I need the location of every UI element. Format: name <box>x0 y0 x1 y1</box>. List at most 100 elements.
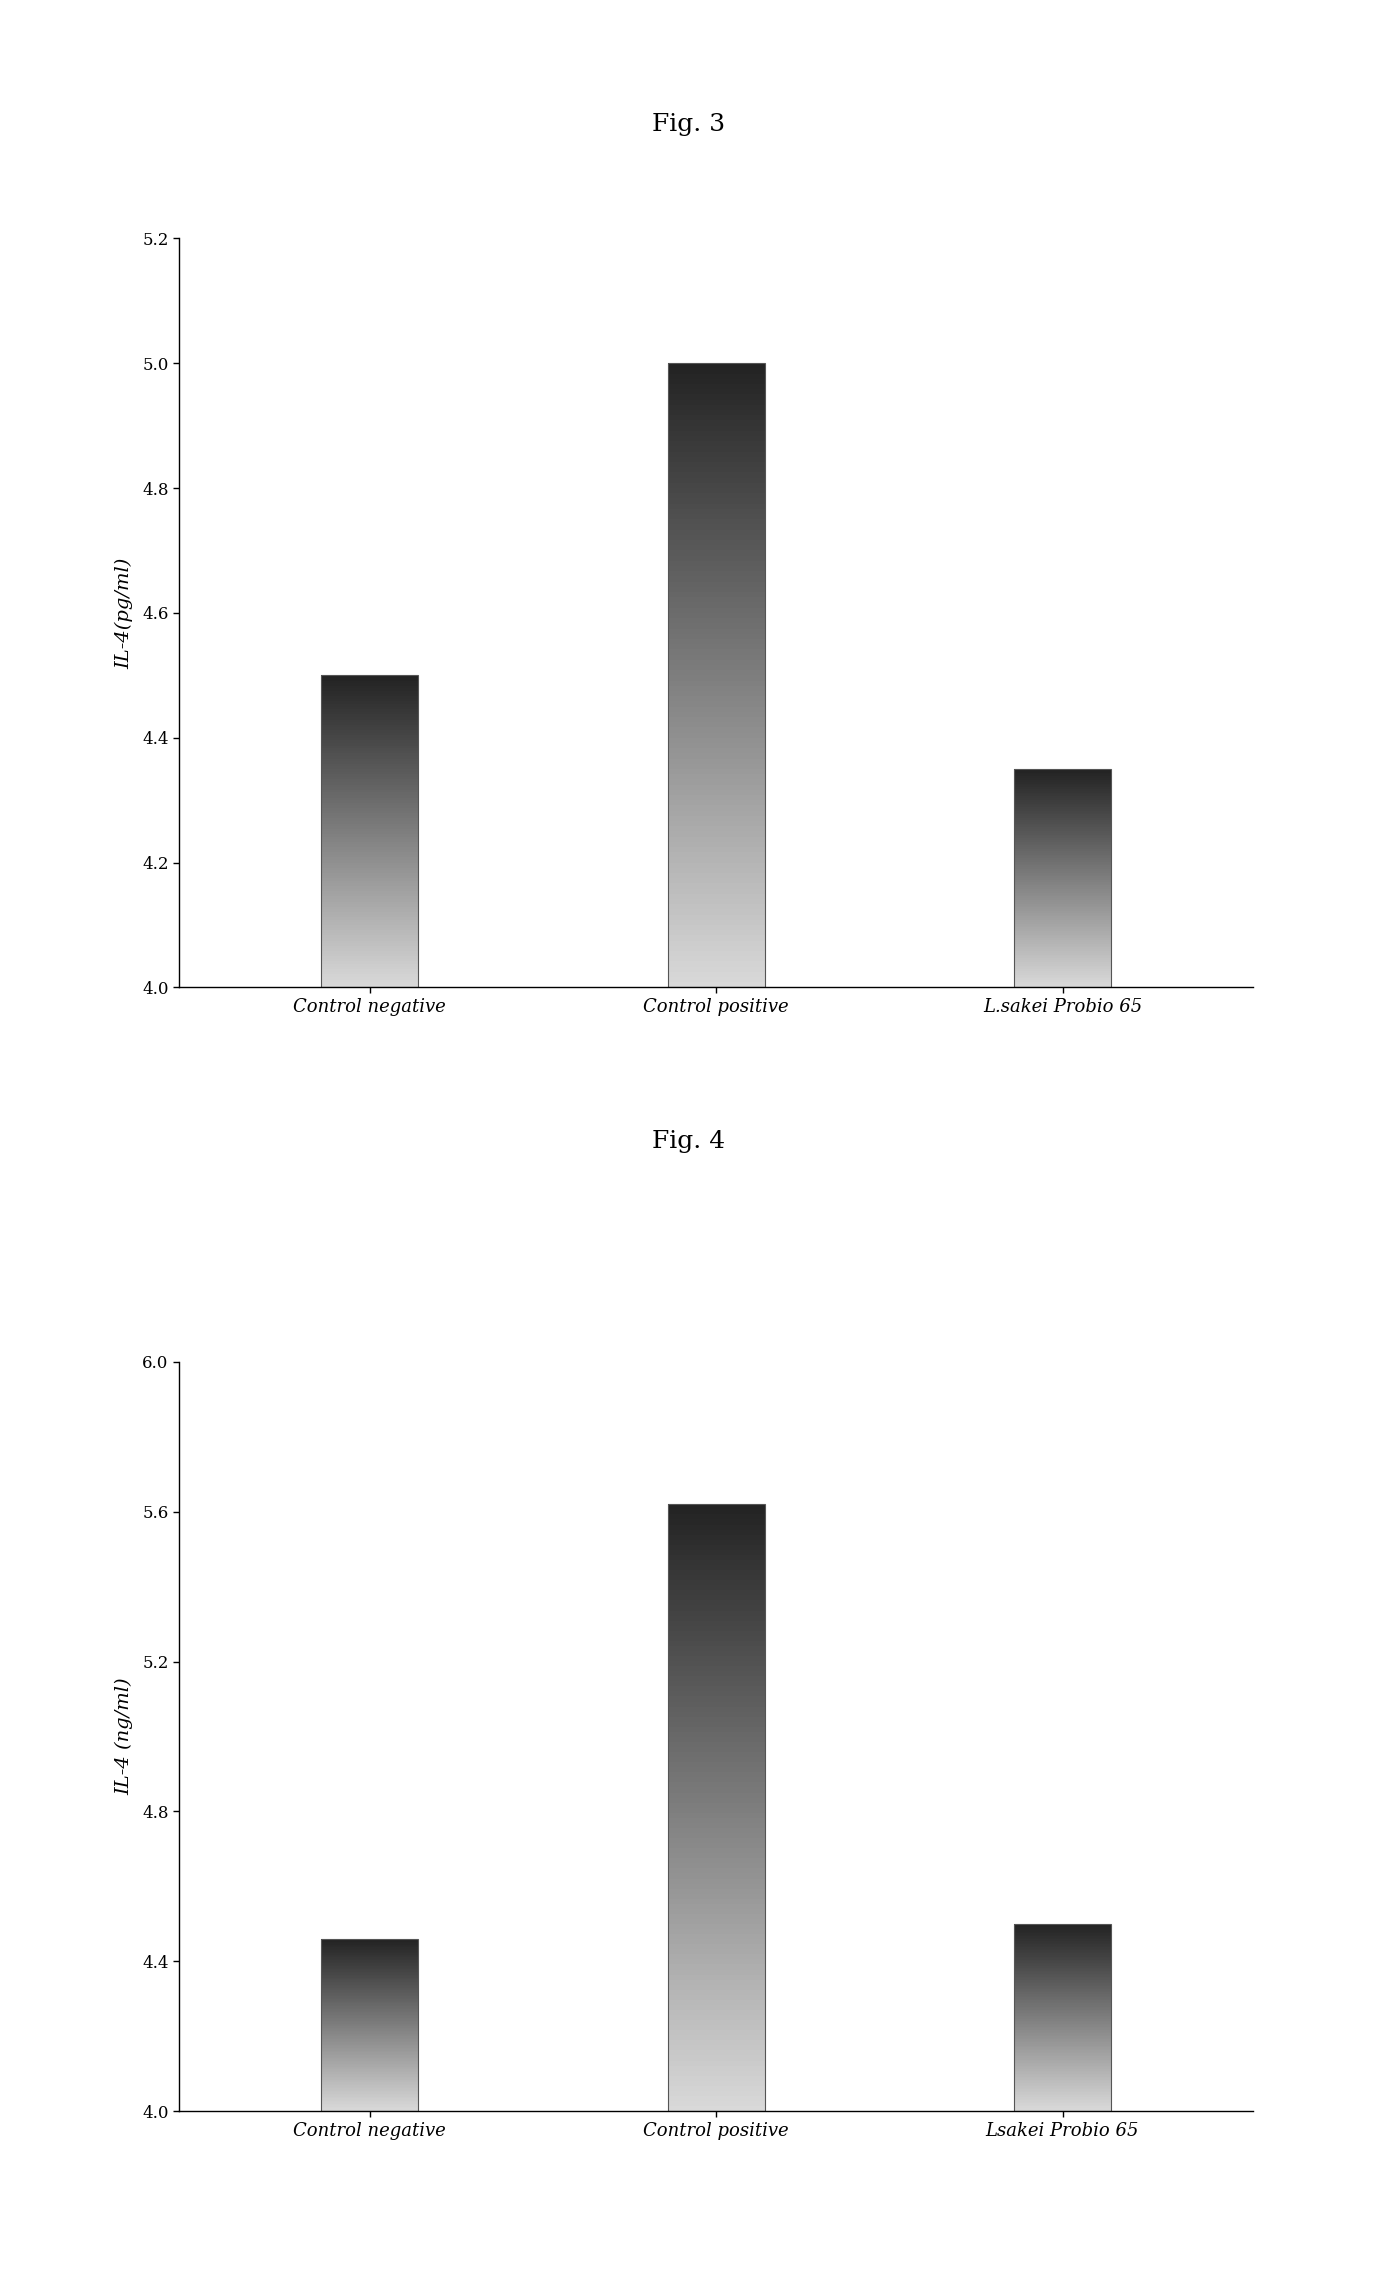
Bar <box>668 2066 764 2070</box>
Bar <box>668 2050 764 2054</box>
Bar <box>668 2016 764 2020</box>
Bar <box>668 572 764 577</box>
Bar <box>668 842 764 847</box>
Bar <box>321 690 419 695</box>
Bar <box>668 967 764 972</box>
Bar <box>668 799 764 806</box>
Bar <box>668 1748 764 1752</box>
Bar <box>668 1859 764 1864</box>
Bar <box>321 913 419 915</box>
Bar <box>668 1691 764 1696</box>
Bar <box>668 602 764 608</box>
Bar <box>668 2054 764 2061</box>
Bar <box>668 1657 764 1662</box>
Bar <box>668 624 764 629</box>
Bar <box>668 597 764 602</box>
Bar <box>321 772 419 774</box>
Bar <box>668 463 764 468</box>
Bar <box>321 928 419 931</box>
Bar <box>321 681 419 683</box>
Bar <box>668 774 764 779</box>
Bar <box>668 790 764 794</box>
Bar <box>321 883 419 885</box>
Bar <box>668 1605 764 1609</box>
Bar <box>668 363 764 368</box>
Bar <box>668 838 764 842</box>
Bar <box>321 847 419 849</box>
Bar <box>668 592 764 597</box>
Bar <box>668 1814 764 1818</box>
Bar <box>668 947 764 951</box>
Bar <box>668 831 764 838</box>
Bar <box>668 1637 764 1641</box>
Bar <box>321 788 419 790</box>
Bar <box>668 661 764 665</box>
Bar <box>321 808 419 810</box>
Bar <box>321 906 419 910</box>
Bar <box>321 776 419 779</box>
Y-axis label: IL-4 (ng/ml): IL-4 (ng/ml) <box>116 1678 134 1796</box>
Bar <box>668 1943 764 1950</box>
Bar <box>321 962 419 965</box>
Bar <box>668 447 764 452</box>
Bar <box>668 1530 764 1535</box>
Bar <box>321 931 419 933</box>
Bar <box>321 844 419 847</box>
Bar <box>668 1600 764 1605</box>
Bar <box>668 1510 764 1514</box>
Bar <box>321 815 419 819</box>
Bar <box>321 742 419 745</box>
Bar <box>668 1671 764 1675</box>
Bar <box>668 1930 764 1934</box>
Bar <box>321 695 419 697</box>
Bar <box>668 1832 764 1839</box>
Bar <box>668 1550 764 1555</box>
Bar <box>668 1571 764 1575</box>
Bar <box>668 1535 764 1539</box>
Bar <box>668 956 764 962</box>
Bar <box>668 722 764 726</box>
Bar <box>668 1591 764 1596</box>
Bar <box>668 1843 764 1848</box>
Bar <box>668 504 764 508</box>
Bar <box>668 935 764 940</box>
Bar <box>668 1939 764 1943</box>
Bar <box>668 826 764 831</box>
Bar <box>321 740 419 742</box>
Bar <box>668 874 764 878</box>
Bar <box>321 851 419 856</box>
Bar <box>668 477 764 484</box>
Bar <box>668 508 764 513</box>
Bar <box>321 856 419 858</box>
Bar <box>321 881 419 883</box>
Bar <box>668 452 764 456</box>
Bar <box>321 676 419 987</box>
Bar <box>321 819 419 822</box>
Bar <box>668 1959 764 1964</box>
Bar <box>668 1732 764 1737</box>
Bar <box>1013 1923 1111 2111</box>
Bar <box>668 1868 764 1873</box>
Bar <box>668 1823 764 1827</box>
Bar <box>668 931 764 935</box>
Bar <box>321 938 419 940</box>
Bar <box>321 985 419 987</box>
Bar <box>321 735 419 738</box>
Bar <box>668 822 764 826</box>
Bar <box>321 926 419 928</box>
Bar <box>321 763 419 767</box>
Bar <box>321 842 419 844</box>
Bar <box>321 838 419 840</box>
Bar <box>668 1641 764 1646</box>
Bar <box>668 851 764 858</box>
Bar <box>321 731 419 733</box>
Bar <box>321 806 419 808</box>
Bar <box>321 745 419 749</box>
Bar <box>321 699 419 701</box>
Bar <box>668 2009 764 2016</box>
Bar <box>668 431 764 436</box>
Bar <box>321 697 419 699</box>
Bar <box>668 556 764 561</box>
Bar <box>321 686 419 688</box>
Bar <box>668 565 764 572</box>
